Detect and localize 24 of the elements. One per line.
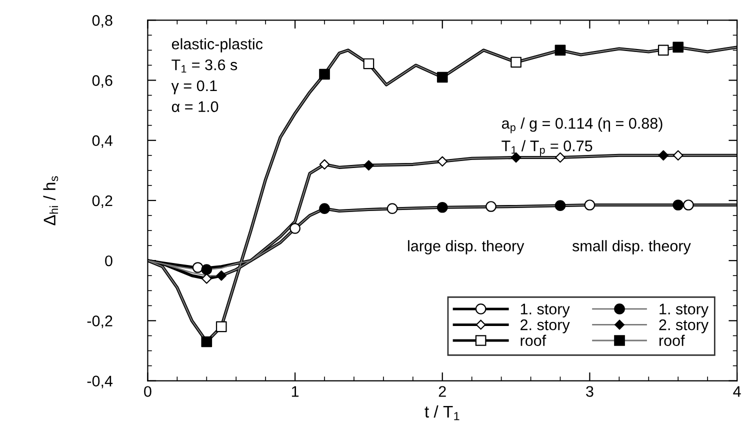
- y-tick-label: -0,2: [87, 316, 112, 328]
- x-tick-label: 2: [438, 386, 446, 397]
- legend-label: 1. story: [660, 304, 709, 318]
- y-tick-label: 0,4: [92, 135, 113, 148]
- annotation: elastic-plastic T$_{1}$ = 3.6 s γ = 0.1 α = 1.0: [171, 38, 263, 112]
- x-tick-label: 0: [144, 386, 152, 397]
- annotation: a$_{p}$ / g = 0.114 (η = 0.88) T$_{1}$ / T$_{p}$ = 0.75: [502, 118, 662, 156]
- annotation: small disp. theory: [572, 240, 691, 254]
- y-tick-label: -0,4: [87, 376, 113, 388]
- x-axis-title: t / T$_{1}$: [424, 405, 460, 420]
- y-tick-label: 0,6: [92, 75, 112, 88]
- y-axis-title: Δ$_{hi}$ / h$_{s}$: [43, 176, 58, 226]
- y-tick-label: 0,2: [92, 195, 112, 208]
- annotation: large disp. theory: [408, 240, 524, 254]
- legend-label: 1. story: [520, 304, 570, 318]
- legend-label: roof: [520, 334, 546, 346]
- legend-label: roof: [659, 334, 685, 346]
- x-tick-label: 4: [733, 386, 741, 397]
- legend-label: 2. story: [520, 319, 570, 334]
- x-tick-label: 3: [586, 386, 594, 397]
- legend-label: 2. story: [659, 319, 709, 334]
- y-tick-label: 0,8: [92, 15, 112, 28]
- x-tick-label: 1: [292, 386, 299, 397]
- y-tick-label: 0: [105, 255, 112, 266]
